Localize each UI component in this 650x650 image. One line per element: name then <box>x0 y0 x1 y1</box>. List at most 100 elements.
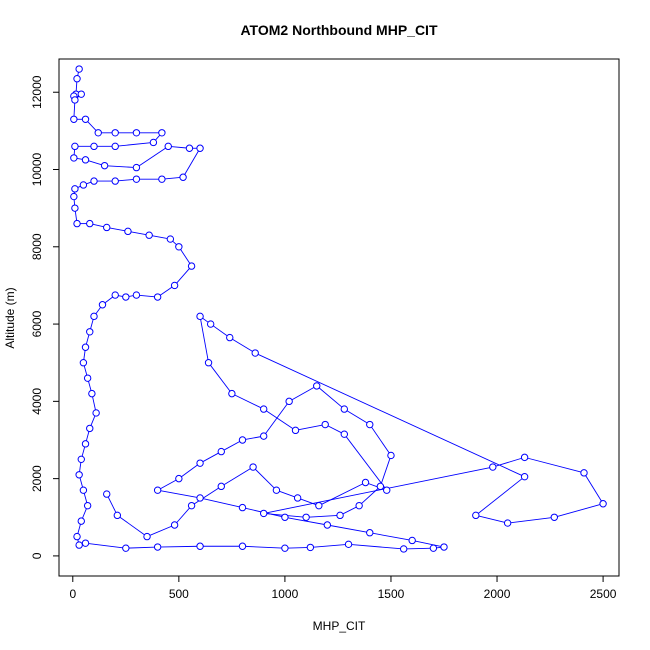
series-line-segment <box>174 265 192 286</box>
series-line-segment <box>115 142 154 147</box>
series-line-segment <box>288 385 317 402</box>
series-line-segment <box>348 543 404 550</box>
series-line-segment <box>157 545 201 548</box>
data-point <box>77 517 85 525</box>
data-point <box>217 447 225 456</box>
data-point <box>175 243 183 251</box>
data-point <box>206 320 215 328</box>
data-point <box>98 301 107 309</box>
data-point <box>321 420 329 429</box>
data-point <box>340 430 349 438</box>
data-point <box>302 513 310 521</box>
series-line-segment <box>284 546 311 549</box>
data-point <box>77 455 85 464</box>
series-line-segment <box>369 532 413 541</box>
chart-title: ATOM2 Northbound MHP_CIT <box>240 22 437 38</box>
series-line-segment <box>492 456 525 468</box>
series-line-segment <box>157 489 201 499</box>
data-point <box>122 293 130 301</box>
series-line-segment <box>229 337 256 354</box>
data-point <box>196 144 204 152</box>
series-line-segment <box>174 505 192 526</box>
data-point <box>70 115 78 123</box>
data-point <box>153 293 162 301</box>
data-point <box>315 501 323 510</box>
series-line-segment <box>295 424 326 431</box>
series-line-segment <box>403 547 434 550</box>
data-point <box>86 219 94 228</box>
data-point <box>75 541 83 549</box>
data-point <box>361 478 370 487</box>
data-point <box>272 486 281 494</box>
series-line-segment <box>344 408 370 425</box>
data-point <box>580 469 588 477</box>
data-point <box>88 389 96 398</box>
x-axis-label: MHP_CIT <box>313 619 366 633</box>
data-point <box>185 144 194 152</box>
data-point <box>132 291 141 299</box>
data-point <box>336 511 344 520</box>
data-point <box>204 359 213 367</box>
data-point <box>196 312 204 321</box>
y-tick-label: 8000 <box>30 233 44 260</box>
data-point <box>355 501 363 510</box>
series-line-segment <box>276 489 298 499</box>
data-point <box>79 486 88 494</box>
data-point <box>238 542 247 550</box>
data-point <box>100 161 109 170</box>
data-point <box>132 129 141 137</box>
data-point <box>73 219 81 228</box>
data-point <box>175 474 183 483</box>
data-point <box>103 490 111 498</box>
series-line-segment <box>263 401 290 437</box>
data-point <box>187 262 196 270</box>
data-point <box>113 511 122 520</box>
series-line-segment <box>157 478 180 491</box>
x-tick-label: 2000 <box>484 587 511 601</box>
series-line-segment <box>365 482 387 491</box>
data-point <box>187 501 196 510</box>
data-point <box>75 471 83 479</box>
series-line-segment <box>475 514 508 524</box>
data-point <box>90 312 98 321</box>
data-point <box>111 142 119 151</box>
series-line-segment <box>255 352 525 478</box>
data-point <box>153 486 162 494</box>
series-line-segment <box>182 148 201 178</box>
series-line-segment <box>263 466 493 514</box>
data-point <box>313 382 321 390</box>
data-point <box>387 451 395 460</box>
data-point <box>440 543 448 551</box>
data-point <box>70 192 78 201</box>
data-point <box>489 463 497 471</box>
data-point <box>73 75 81 83</box>
data-point <box>366 420 374 429</box>
data-point <box>520 472 529 481</box>
data-point <box>94 129 102 137</box>
series-line-segment <box>379 455 392 487</box>
data-point <box>71 96 79 104</box>
data-point <box>81 343 90 351</box>
series-line-segment <box>178 246 192 267</box>
series-line-segment <box>104 165 137 169</box>
data-point <box>122 544 130 552</box>
x-tick-label: 2500 <box>590 587 617 601</box>
data-point <box>170 521 179 529</box>
data-point <box>86 424 94 433</box>
data-point <box>550 513 559 521</box>
data-point <box>111 129 119 137</box>
data-point <box>158 129 166 137</box>
series-line-segment <box>369 424 392 456</box>
data-point <box>281 513 289 521</box>
series-line-segment <box>136 145 169 168</box>
data-point <box>81 156 90 164</box>
series-line-segment <box>412 540 445 548</box>
data-point <box>472 511 480 520</box>
data-point <box>73 532 81 541</box>
data-point <box>111 177 119 185</box>
data-point <box>79 181 88 189</box>
y-tick-label: 10000 <box>30 153 44 187</box>
series-line-segment <box>583 472 604 504</box>
data-point <box>293 494 302 502</box>
